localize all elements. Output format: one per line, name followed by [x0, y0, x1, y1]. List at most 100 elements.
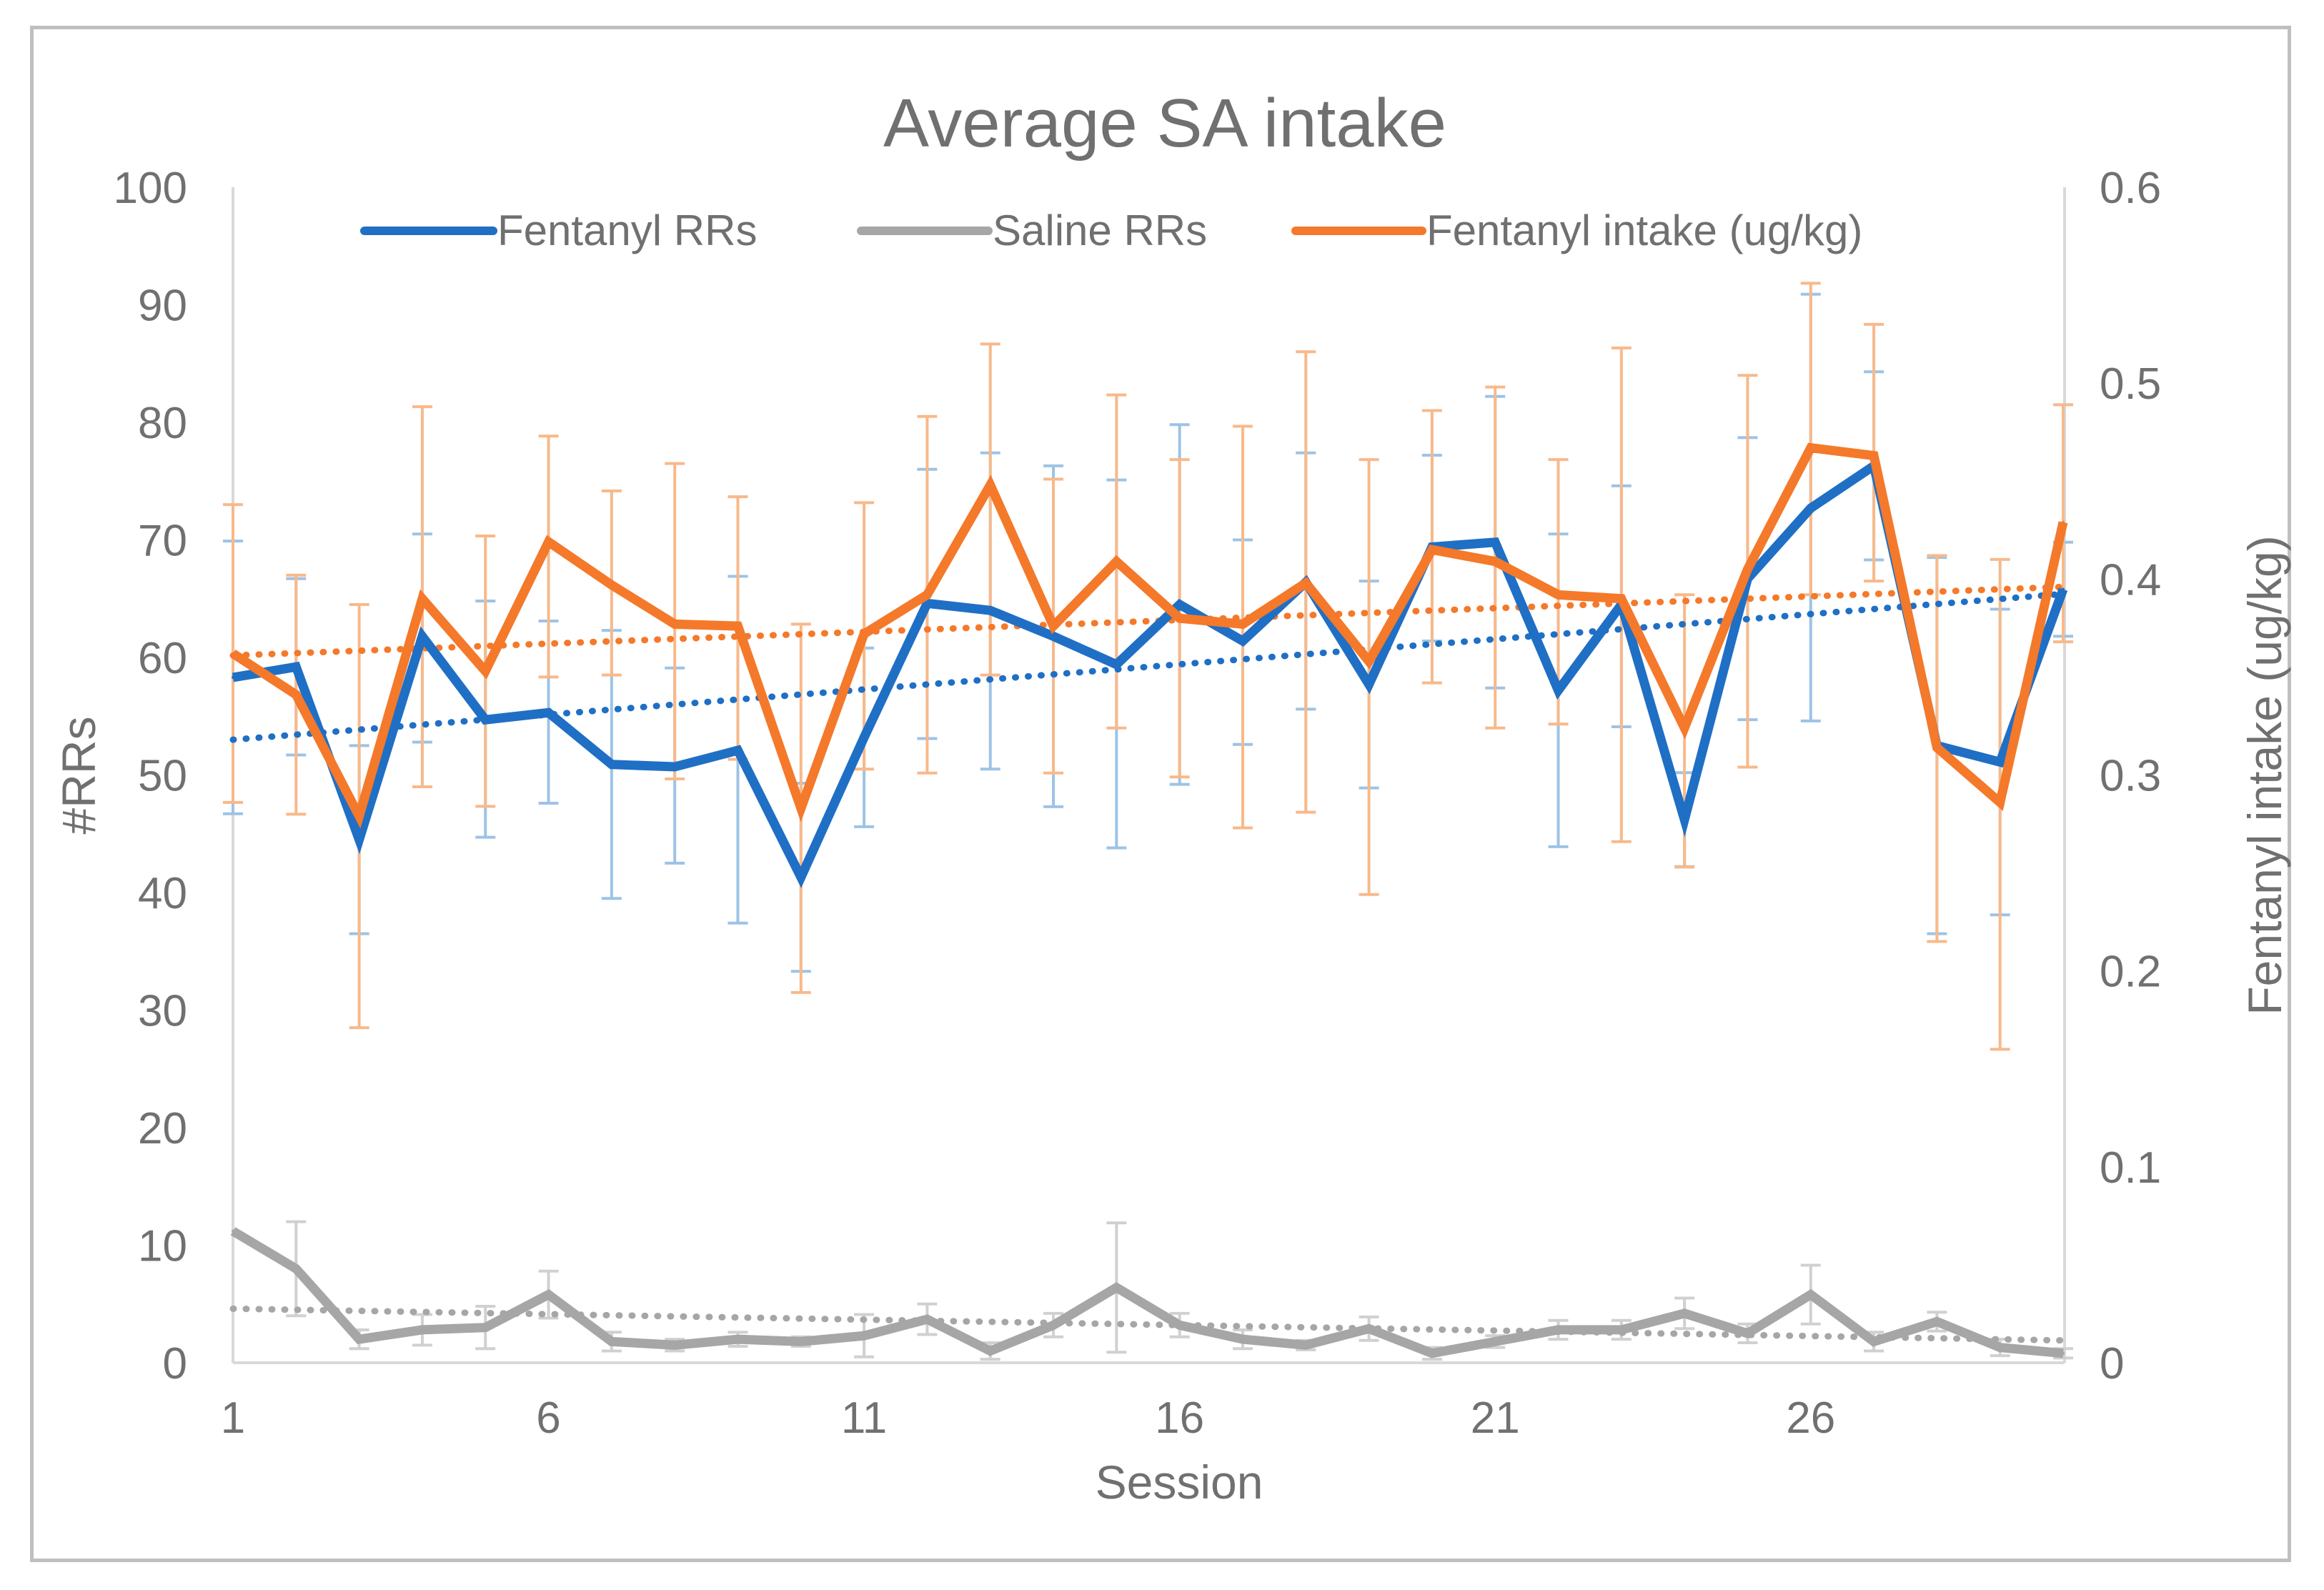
x-tick-label: 21: [1471, 1393, 1520, 1443]
data-point-saline: [232, 1229, 234, 1233]
data-point-saline: [1304, 1343, 1308, 1347]
data-point-saline: [357, 1338, 361, 1341]
data-point-saline: [1556, 1328, 1560, 1331]
data-point-fentanyl: [1556, 689, 1560, 692]
data-point-intake: [1241, 622, 1244, 626]
data-point-intake: [232, 652, 234, 655]
data-point-saline: [673, 1343, 677, 1347]
data-point-saline: [863, 1334, 866, 1338]
data-point-saline: [1683, 1311, 1687, 1315]
data-point-intake: [988, 483, 992, 487]
data-point-saline: [1494, 1340, 1497, 1343]
data-point-intake: [1556, 593, 1560, 597]
series-line-intake: [230, 442, 2068, 829]
legend: Fentanyl RRs Saline RRs Fentanyl intake …: [360, 207, 1862, 254]
y-axis-right-label: Fentanyl intake (ug/kg): [2238, 535, 2291, 1015]
x-tick-label: 1: [221, 1393, 245, 1443]
data-point-intake: [1178, 617, 1181, 620]
y-tick-label-left: 50: [138, 752, 187, 801]
y-tick-label-left: 70: [138, 517, 187, 566]
data-point-saline: [1367, 1327, 1371, 1331]
y-tick-label-right: 0.5: [2100, 359, 2161, 409]
data-point-saline: [736, 1338, 740, 1341]
data-point-intake: [1998, 800, 2002, 804]
y-axis-right-ticks: 0 0.1 0.2 0.3 0.4 0.5 0.6: [2100, 164, 2161, 1388]
data-point-intake: [1872, 454, 1876, 457]
x-tick-label: 16: [1155, 1393, 1204, 1443]
data-point-intake: [420, 597, 424, 600]
trend-lines: [229, 583, 2067, 1344]
data-point-fentanyl: [547, 711, 550, 715]
data-point-fentanyl: [1809, 507, 1812, 510]
y-axis-left-ticks: 0 10 20 30 40 50 60 70 80 90 100: [114, 164, 187, 1388]
y-tick-label-right: 0.2: [2100, 948, 2161, 997]
data-point-fentanyl: [420, 635, 424, 638]
data-point-intake: [357, 815, 361, 818]
y-tick-label-left: 10: [138, 1222, 187, 1271]
y-tick-label-right: 0.1: [2100, 1143, 2161, 1193]
data-point-intake: [294, 693, 298, 697]
data-point-saline: [1178, 1323, 1181, 1327]
data-point-fentanyl: [2062, 587, 2065, 591]
data-point-fentanyl: [988, 609, 992, 612]
y-tick-label-left: 80: [138, 399, 187, 448]
data-point-saline: [799, 1340, 803, 1343]
data-point-fentanyl: [294, 665, 298, 669]
data-point-fentanyl: [610, 762, 613, 766]
data-point-intake: [547, 540, 550, 544]
data-point-saline: [1052, 1323, 1056, 1327]
y-tick-label-left: 40: [138, 869, 187, 918]
data-point-intake: [1683, 726, 1687, 730]
chart-title: Average SA intake: [883, 85, 1446, 162]
data-point-saline: [1746, 1331, 1749, 1335]
data-point-fentanyl: [925, 602, 929, 605]
data-point-fentanyl: [1115, 662, 1118, 666]
data-point-saline: [1430, 1351, 1434, 1355]
legend-label-intake: Fentanyl intake (ug/kg): [1426, 207, 1862, 254]
data-point-intake: [1115, 560, 1118, 563]
y-tick-label-left: 0: [163, 1339, 187, 1388]
data-point-fentanyl: [1241, 639, 1244, 642]
x-tick-label: 6: [536, 1393, 560, 1443]
data-point-saline: [294, 1267, 298, 1271]
data-point-intake: [1304, 581, 1308, 585]
data-point-fentanyl: [1178, 602, 1181, 606]
chart-frame: [30, 26, 2291, 1562]
data-point-intake: [1809, 446, 1812, 449]
series-line-saline: [230, 1227, 2064, 1358]
data-point-fentanyl: [1494, 540, 1497, 544]
data-point-saline: [1241, 1338, 1244, 1341]
data-point-fentanyl: [357, 838, 361, 841]
error-bar-intake: [538, 434, 559, 679]
data-point-fentanyl: [1052, 635, 1056, 638]
data-point-fentanyl: [1683, 818, 1687, 822]
data-point-saline: [1809, 1293, 1812, 1296]
data-point-fentanyl: [673, 765, 677, 768]
data-point-saline: [1872, 1340, 1876, 1343]
data-point-saline: [988, 1349, 992, 1353]
data-point-fentanyl: [484, 718, 487, 722]
data-point-intake: [1935, 746, 1939, 750]
data-point-saline: [547, 1293, 550, 1296]
y-tick-label-right: 0: [2100, 1339, 2124, 1388]
series-line-fentanyl: [232, 458, 2068, 888]
data-point-intake: [1430, 548, 1434, 552]
error-bar-intake: [980, 342, 1000, 677]
data-point-saline: [1935, 1320, 1939, 1323]
y-tick-label-right: 0.6: [2100, 164, 2161, 213]
error-bar-intake: [1800, 282, 1821, 597]
legend-label-fentanyl: Fentanyl RRs: [497, 207, 757, 254]
data-point-saline: [1998, 1346, 2002, 1349]
trendline-saline: [229, 1305, 2067, 1344]
data-point-intake: [799, 807, 803, 810]
data-point-fentanyl: [1367, 682, 1371, 686]
y-axis-left-label: #RRs: [52, 716, 105, 834]
y-tick-label-left: 100: [114, 164, 187, 213]
data-point-saline: [925, 1318, 929, 1321]
y-tick-label-left: 30: [138, 987, 187, 1036]
y-tick-label-right: 0.4: [2100, 555, 2161, 605]
legend-label-saline: Saline RRs: [993, 207, 1207, 254]
data-point-fentanyl: [232, 675, 234, 679]
data-point-fentanyl: [736, 748, 740, 752]
data-point-intake: [1494, 560, 1497, 563]
